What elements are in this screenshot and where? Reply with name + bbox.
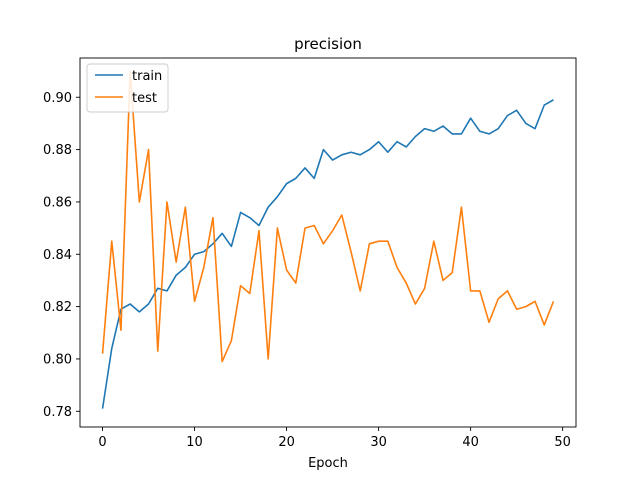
y-tick-label: 0.88 <box>43 143 72 158</box>
legend-label-test: test <box>132 91 157 106</box>
y-tick-label: 0.84 <box>43 248 72 263</box>
y-tick-label: 0.86 <box>43 195 72 210</box>
x-tick-label: 10 <box>186 435 203 450</box>
series-layer <box>101 70 555 409</box>
chart-title: precision <box>294 35 362 53</box>
y-tick-label: 0.80 <box>43 352 72 367</box>
y-tick-label: 0.78 <box>43 405 72 420</box>
y-axis: 0.78 0.80 0.82 0.84 0.86 0.88 0.90 <box>43 91 80 420</box>
legend: train test <box>86 63 169 113</box>
x-tick-label: 20 <box>278 435 295 450</box>
x-tick-label: 0 <box>98 435 106 450</box>
legend-label-train: train <box>132 69 162 84</box>
x-axis: 0 10 20 30 40 50 <box>98 427 571 450</box>
y-tick-label: 0.82 <box>43 300 72 315</box>
x-axis-label: Epoch <box>308 456 348 471</box>
series-line-train <box>101 99 554 409</box>
x-tick-label: 30 <box>370 435 387 450</box>
x-tick-label: 40 <box>462 435 479 450</box>
x-tick-label: 50 <box>554 435 571 450</box>
plot-frame <box>79 57 577 428</box>
y-tick-label: 0.90 <box>43 91 72 106</box>
legend-box <box>86 63 169 113</box>
series-line-test <box>101 70 555 363</box>
